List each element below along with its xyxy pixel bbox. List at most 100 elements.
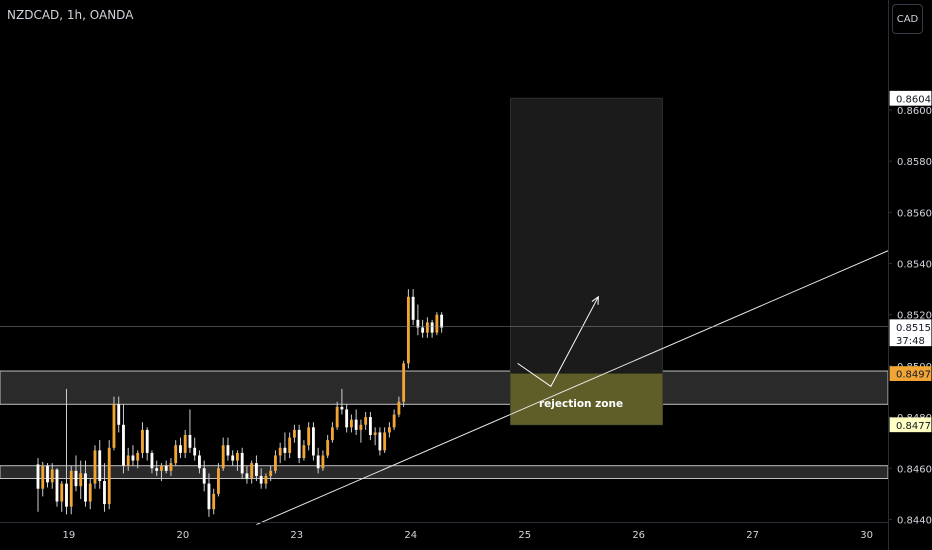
candle-body	[74, 470, 78, 487]
candle-body	[126, 455, 130, 466]
candle-body	[269, 470, 273, 476]
arrow-head-icon	[591, 295, 599, 305]
candle-body	[41, 465, 45, 489]
candle-body	[302, 445, 306, 459]
candle-body	[88, 483, 92, 502]
candle-body	[183, 435, 187, 453]
candle-body	[188, 435, 192, 448]
top-price-label-bg	[889, 90, 932, 106]
candle-body	[65, 483, 68, 507]
trendline	[256, 250, 889, 526]
rejection-zone-label: rejection zone	[539, 398, 623, 410]
candle-body	[316, 455, 320, 469]
candle-body	[330, 427, 334, 441]
candle-body	[141, 429, 144, 453]
time-tick-label: 24	[404, 530, 417, 541]
drawing-lines: rejection zone	[0, 250, 889, 526]
candle-body	[198, 455, 201, 469]
candle-body	[335, 406, 339, 428]
zone-bottom-price-label-bg	[889, 417, 932, 433]
candle-body	[278, 447, 282, 456]
candle-body	[255, 463, 258, 476]
candle-body	[236, 452, 239, 461]
support-zone-0	[0, 370, 889, 405]
symbol-title[interactable]: NZDCAD, 1h, OANDA	[7, 8, 134, 22]
candle-body	[425, 322, 429, 333]
top-price-label: 0.86046	[896, 94, 932, 105]
time-tick-label: 19	[62, 530, 75, 541]
candle-body	[297, 429, 301, 459]
candle-body	[60, 483, 64, 502]
candle-body	[179, 445, 182, 453]
candle-body	[397, 401, 401, 415]
zone-bottom-price-label: 0.84770	[896, 421, 932, 432]
price-tick-label: 0.86000	[897, 106, 932, 117]
candle-body	[435, 314, 439, 333]
candle-body	[416, 319, 420, 328]
candle-body	[250, 463, 254, 479]
candle-body	[349, 419, 353, 428]
candle-body	[55, 469, 59, 502]
candle-body	[84, 473, 87, 502]
candle-body	[117, 404, 121, 425]
candle-body	[264, 475, 268, 484]
candle-body	[103, 481, 106, 505]
candle-body	[359, 424, 363, 430]
candle-body	[150, 452, 154, 469]
candle-body	[226, 445, 230, 456]
time-tick-label: 27	[746, 530, 759, 541]
target-box	[509, 97, 663, 426]
candle-body	[340, 406, 344, 410]
support-zone-1	[0, 465, 889, 479]
candle-body	[164, 465, 168, 471]
candle-body	[364, 417, 368, 425]
candle-body	[368, 417, 372, 435]
candle-body	[245, 473, 249, 479]
candle-body	[107, 447, 111, 505]
candle-body	[50, 469, 54, 483]
candle-body	[69, 470, 73, 507]
candle-body	[345, 409, 349, 428]
time-tick-label: 26	[632, 530, 645, 541]
last-price-label-bg	[889, 319, 932, 347]
last-price-label-countdown: 37:48	[896, 336, 925, 347]
candle-body	[160, 465, 163, 471]
candle-body	[174, 445, 178, 464]
candle-body	[36, 464, 40, 489]
drawing-boxes	[0, 97, 889, 479]
candle-body	[169, 463, 173, 471]
candle-body	[202, 468, 206, 484]
candle-body	[98, 450, 102, 482]
candles	[36, 289, 444, 517]
candle-body	[136, 452, 140, 461]
candle-body	[155, 468, 159, 471]
candle-body	[440, 314, 444, 328]
candle-body	[231, 455, 235, 461]
candle-body	[406, 296, 410, 364]
candle-body	[354, 419, 358, 430]
candle-body	[321, 455, 325, 469]
time-axis[interactable]: 19 20 23 24 25 26 27 30	[62, 530, 873, 541]
zone-top-price-label-bg	[889, 366, 932, 381]
candle-body	[240, 452, 244, 474]
candle-body	[387, 427, 391, 433]
candle-body	[131, 455, 135, 461]
candle-body	[392, 414, 396, 428]
candle-body	[378, 432, 382, 451]
candle-body	[221, 445, 225, 469]
candle-body	[307, 427, 311, 446]
candle-body	[79, 473, 83, 487]
candle-body	[112, 404, 116, 448]
currency-button[interactable]: CAD	[892, 4, 923, 34]
candle-body	[46, 465, 49, 483]
candle-body	[145, 429, 149, 453]
candle-body	[311, 427, 315, 456]
